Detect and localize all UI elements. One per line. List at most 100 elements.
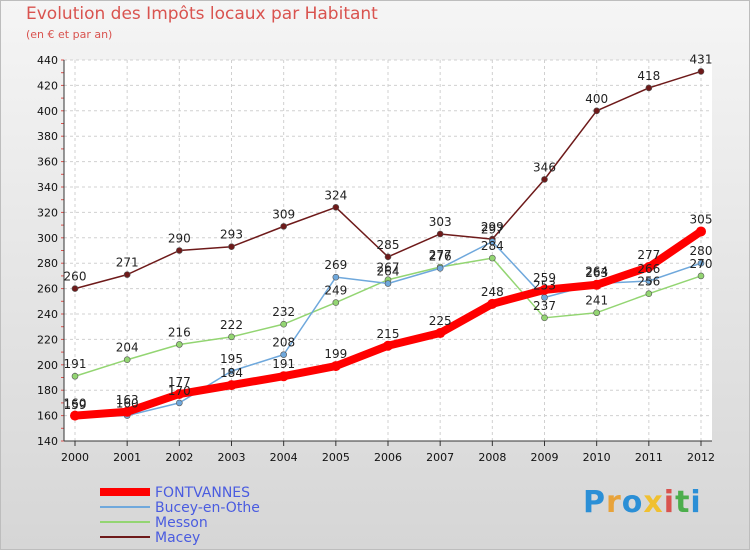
x-tick-label: 2004 xyxy=(270,451,298,464)
data-point xyxy=(645,84,653,92)
y-tick-label: 220 xyxy=(37,333,58,346)
x-tick-label: 2006 xyxy=(374,451,402,464)
legend-label: Bucey-en-Othe xyxy=(155,500,260,516)
data-point xyxy=(383,340,393,351)
data-point xyxy=(280,223,287,230)
x-tick-label: 2008 xyxy=(478,451,506,464)
logo-letter: i xyxy=(663,485,676,520)
data-point xyxy=(228,243,235,250)
data-point xyxy=(539,284,550,295)
data-label: 215 xyxy=(377,327,400,341)
data-point xyxy=(280,320,287,328)
axis-layer: 140 160 180 200 220 240 260 280 300 320 340 360 380 4… xyxy=(37,54,715,464)
data-label: 297 xyxy=(481,223,504,237)
data-point xyxy=(228,333,235,341)
data-point xyxy=(593,309,600,317)
x-tick-label: 2007 xyxy=(426,451,454,464)
data-label: 284 xyxy=(481,239,504,253)
data-label: 305 xyxy=(690,212,713,226)
data-label: 263 xyxy=(585,266,608,280)
logo-letter: P xyxy=(583,485,606,520)
data-point xyxy=(174,389,185,400)
proxiti-logo: Proxiti xyxy=(583,485,702,520)
y-tick-label: 280 xyxy=(37,257,58,270)
y-tick-label: 320 xyxy=(37,206,58,219)
x-tick-label: 2010 xyxy=(583,451,611,464)
data-label: 277 xyxy=(637,248,660,262)
data-point xyxy=(332,299,340,306)
data-label: 208 xyxy=(272,336,295,350)
data-label: 204 xyxy=(116,341,139,355)
data-label: 303 xyxy=(429,215,452,229)
y-tick-label: 420 xyxy=(37,79,58,92)
y-tick-label: 360 xyxy=(37,156,58,169)
plot-area xyxy=(64,60,712,441)
chart-title: Evolution des Impôts locaux par Habitant xyxy=(26,4,378,24)
data-point xyxy=(71,372,79,380)
data-label: 418 xyxy=(637,69,660,83)
data-point xyxy=(645,277,653,285)
data-label: 160 xyxy=(64,397,87,411)
data-label: 191 xyxy=(64,357,87,371)
data-label: 400 xyxy=(585,92,608,106)
data-point xyxy=(226,380,237,391)
data-point xyxy=(489,254,496,262)
data-point xyxy=(593,107,600,115)
data-label: 222 xyxy=(220,318,243,332)
data-point xyxy=(280,351,287,358)
y-tick-label: 380 xyxy=(37,130,58,143)
data-point xyxy=(696,226,706,237)
data-point xyxy=(487,298,498,309)
grid-layer xyxy=(64,59,712,442)
x-tick-label: 2011 xyxy=(635,451,663,464)
data-label: 191 xyxy=(272,357,295,371)
legend-label: FONTVANNES xyxy=(155,485,250,501)
data-label: 195 xyxy=(220,352,243,366)
data-point xyxy=(176,341,183,348)
data-label: 270 xyxy=(690,257,713,271)
data-point xyxy=(278,371,289,382)
data-label: 184 xyxy=(220,366,243,380)
x-tick-label: 2000 xyxy=(61,451,89,464)
series-layer xyxy=(70,68,706,421)
logo-letter: o xyxy=(621,485,644,520)
data-point xyxy=(436,264,444,272)
x-tick-label: 2005 xyxy=(322,451,350,464)
data-point xyxy=(541,176,548,183)
data-point xyxy=(697,68,705,75)
y-tick-label: 400 xyxy=(37,105,58,118)
data-label: 237 xyxy=(533,299,556,313)
data-label: 266 xyxy=(637,262,660,276)
chart-subtitle: (en € et par an) xyxy=(26,28,113,41)
data-point xyxy=(332,273,340,281)
data-label: 276 xyxy=(429,249,452,263)
logo-letter: r xyxy=(606,485,622,520)
data-label: 260 xyxy=(64,270,87,284)
x-tick-label: 2009 xyxy=(531,451,559,464)
data-label: 170 xyxy=(168,384,191,398)
data-label: 159 xyxy=(64,398,87,412)
data-point xyxy=(330,361,341,372)
data-label: 309 xyxy=(272,207,295,221)
data-label: 256 xyxy=(637,275,660,289)
y-tick-label: 300 xyxy=(37,232,58,245)
data-label: 299 xyxy=(481,220,504,234)
data-point xyxy=(122,406,133,417)
data-point xyxy=(541,314,548,322)
data-point xyxy=(71,285,79,292)
data-point xyxy=(332,204,340,211)
y-tick-label: 140 xyxy=(37,435,58,448)
data-label: 293 xyxy=(220,228,243,242)
data-label: 241 xyxy=(585,294,608,308)
data-point xyxy=(489,238,496,245)
data-point xyxy=(697,259,705,267)
data-label: 225 xyxy=(429,314,452,328)
data-label: 264 xyxy=(585,265,608,279)
data-point xyxy=(228,367,235,375)
data-point xyxy=(176,247,183,254)
x-tick-label: 2002 xyxy=(165,451,193,464)
y-tick-label: 240 xyxy=(37,308,58,321)
data-label: 277 xyxy=(429,248,452,262)
